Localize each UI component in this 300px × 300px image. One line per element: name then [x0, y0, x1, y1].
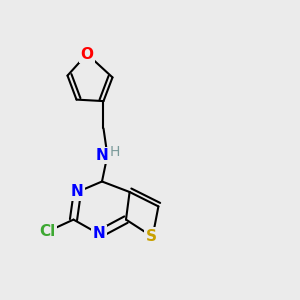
Text: N: N — [96, 148, 108, 163]
Text: H: H — [110, 146, 120, 159]
Text: N: N — [93, 226, 105, 242]
Text: N: N — [71, 184, 84, 200]
Text: O: O — [80, 46, 94, 62]
Text: Cl: Cl — [39, 224, 56, 239]
Text: S: S — [146, 229, 157, 244]
